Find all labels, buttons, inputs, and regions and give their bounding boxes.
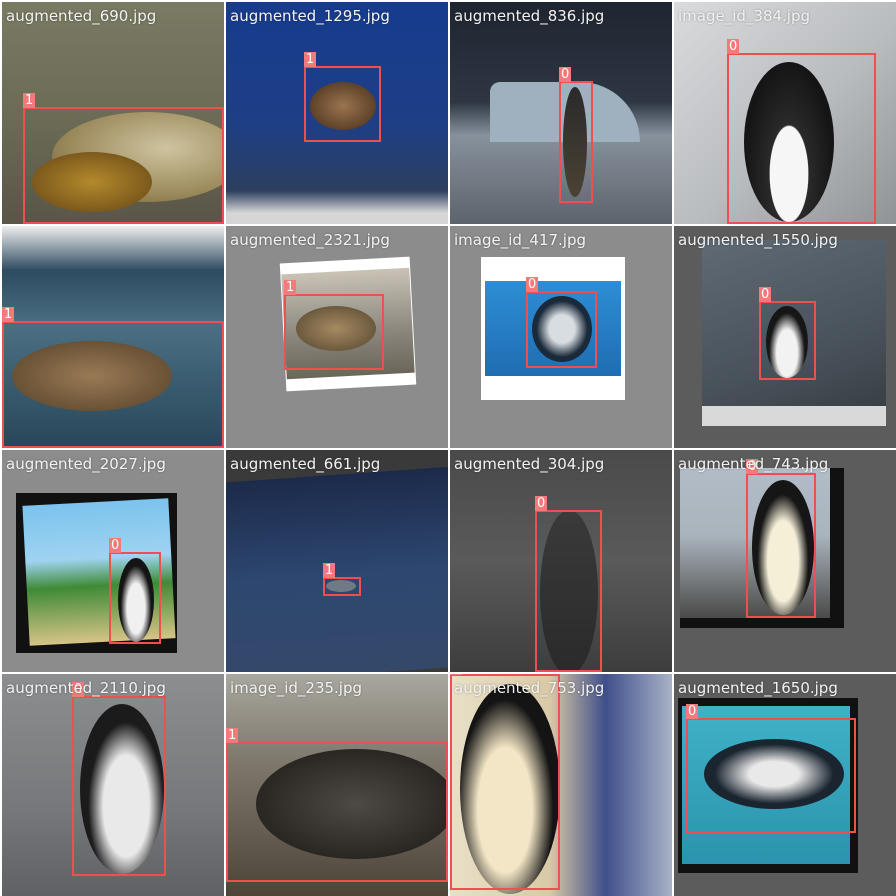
class-label: 1 [226,728,239,743]
bounding-box [559,81,593,203]
bounding-box [2,321,224,448]
bounding-box [226,742,448,882]
tile-filename: augmented_1650.jpg [678,679,838,697]
mosaic-tile: augmented_753.jpg 0 [450,674,672,896]
bounding-box [323,577,361,596]
mosaic-tile: augmented_836.jpg 0 [450,2,672,224]
mosaic-tile: augmented_2110.jpg 0 [2,674,224,896]
class-label: 0 [727,39,740,54]
mosaic-tile: augmented_743.jpg 0 [674,450,896,672]
tile-filename: augmented_1295.jpg [230,7,390,25]
class-label: 0 [109,538,122,553]
penguin-shape [704,739,844,809]
penguin-shape [460,684,560,894]
tile-filename: augmented_753.jpg [454,679,605,697]
mosaic-tile: augmented_1295.jpg 1 [226,2,448,224]
penguin-shape [752,480,814,615]
bounding-box [686,718,856,833]
mosaic-tile: image_id_384.jpg 0 [674,2,896,224]
tile-filename: augmented_2321.jpg [230,231,390,249]
mosaic-tile: augmented_1550.jpg 0 [674,226,896,448]
tile-filename: image_id_384.jpg [678,7,811,25]
mosaic-tile: 1 [2,226,224,448]
turtle-body-shape [32,152,152,212]
tile-filename: augmented_1550.jpg [678,231,838,249]
turtle-shape [296,306,376,351]
tile-filename: augmented_2027.jpg [6,455,166,473]
bounding-box [450,674,560,890]
class-label: 0 [746,459,759,474]
bounding-box [746,473,816,618]
bounding-box [72,696,166,876]
photo-frame [702,406,886,426]
class-label: 1 [284,280,297,295]
class-label: 0 [450,674,463,675]
tile-filename: image_id_417.jpg [454,231,587,249]
penguin-shape [118,558,154,642]
mosaic-tile: augmented_661.jpg 1 [226,450,448,672]
penguin-shape [80,704,164,874]
tile-filename: augmented_304.jpg [454,455,605,473]
class-label: 0 [72,682,85,697]
turtle-shape [256,749,448,859]
tile-filename: augmented_743.jpg [678,455,829,473]
bounding-box [759,301,816,380]
turtle-shape [12,341,172,411]
photo-content [226,466,448,672]
bounding-box [304,66,381,142]
mosaic-tile: image_id_417.jpg 0 [450,226,672,448]
class-label: 1 [323,563,336,578]
bounding-box [727,53,876,224]
mosaic-tile: augmented_2321.jpg 1 [226,226,448,448]
class-label: 0 [686,704,699,719]
penguin-shape [563,87,587,197]
tile-filename: image_id_235.jpg [230,679,363,697]
mosaic-tile: augmented_304.jpg 0 [450,450,672,672]
mosaic-tile: image_id_235.jpg 1 [226,674,448,896]
class-label: 0 [759,287,772,302]
penguin-shape [540,510,598,672]
bounding-box [109,552,161,644]
tile-filename: augmented_836.jpg [454,7,605,25]
bounding-box [526,291,597,368]
mosaic-tile: augmented_1650.jpg 0 [674,674,896,896]
class-label: 0 [526,277,539,292]
tile-filename: augmented_2110.jpg [6,679,166,697]
penguin-shape [766,306,808,378]
class-label: 0 [535,496,548,511]
class-label: 0 [559,67,572,82]
penguin-shape [744,62,834,222]
mosaic-tile: augmented_690.jpg 1 [2,2,224,224]
tile-filename: augmented_690.jpg [6,7,157,25]
class-label: 1 [23,93,36,108]
bounding-box [284,294,384,370]
tile-filename: augmented_661.jpg [230,455,381,473]
bounding-box [535,510,602,672]
class-label: 1 [304,52,317,67]
penguin-shape [532,296,592,362]
mosaic-tile: augmented_2027.jpg 0 [2,450,224,672]
turtle-shape [326,580,356,592]
class-label: 1 [2,307,15,322]
turtle-shape [310,82,376,130]
bounding-box [23,107,224,224]
